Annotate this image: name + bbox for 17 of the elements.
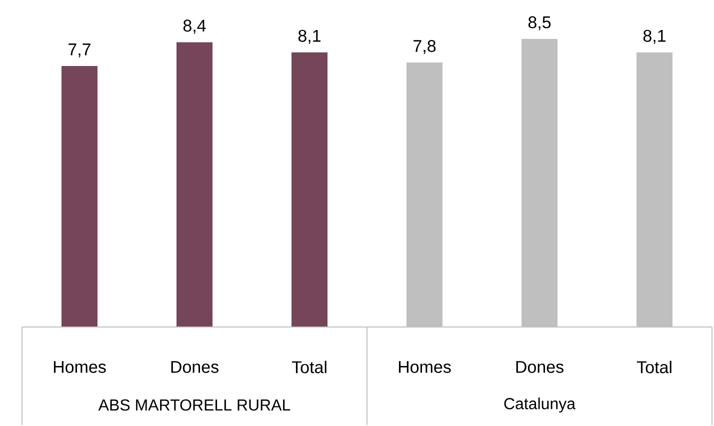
x-tick-label: Dones (516, 361, 564, 374)
text: ABS MARTORELL RURAL (98, 400, 290, 411)
data-label: 8,1 (298, 30, 320, 44)
data-label: 8,1 (643, 30, 666, 44)
data-label: 7,8 (414, 40, 436, 54)
data-label: 7,7 (68, 44, 90, 58)
x-tick-label: Total (292, 361, 326, 374)
bar (62, 66, 98, 328)
x-tick-label: Total (636, 361, 672, 374)
bar (176, 42, 213, 328)
data-label: 8,4 (183, 20, 206, 34)
data-label: 8,5 (528, 16, 551, 31)
text: Catalunya (504, 398, 576, 413)
x-tick-label: Homes (398, 361, 451, 374)
x-tick-label: Dones (171, 361, 218, 374)
x-tick-label: Homes (54, 361, 106, 374)
bar (292, 52, 328, 328)
